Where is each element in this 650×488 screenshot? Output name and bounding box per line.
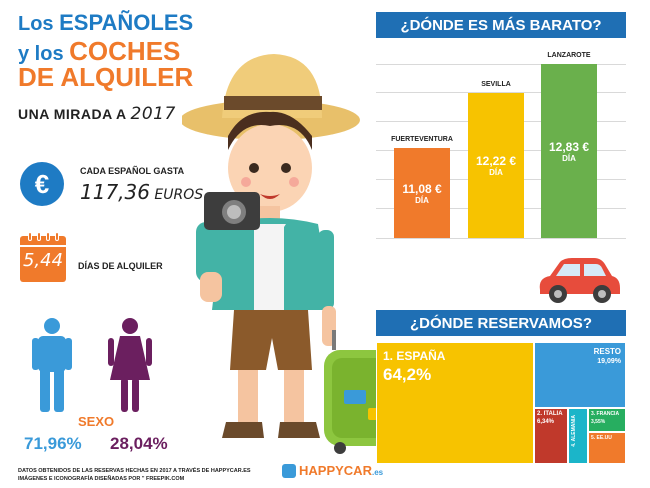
- gridline: [376, 238, 626, 239]
- bar-category-label: SEVILLA: [481, 81, 511, 88]
- cheap-chart-title: ¿DÓNDE ES MÁS BARATO?: [376, 12, 626, 38]
- bar-value-label: 12,22 €: [475, 154, 517, 168]
- treemap-label: 5. EE.UU: [591, 435, 612, 441]
- days-label: DÍAS DE ALQUILER: [78, 261, 163, 271]
- treemap-cell: 5. EE.UU: [588, 432, 626, 464]
- treemap-label: RESTO: [593, 347, 621, 356]
- bar-value-label: 12,83 €: [548, 139, 590, 154]
- bar-value-label: 11,08 €: [402, 181, 442, 196]
- bar-fuerteventura: 11,08 € DÍA: [394, 148, 450, 238]
- happycar-logo: HAPPYCAR.es: [282, 463, 383, 478]
- spend-value: 117,36 EUROS: [80, 180, 204, 204]
- car-icon: [539, 258, 620, 303]
- spend-label: CADA ESPAÑOL GASTA: [80, 166, 185, 176]
- treemap-value: 64,2%: [383, 365, 432, 384]
- bar-unit-label: DÍA: [562, 153, 576, 163]
- male-percent: 71,96%: [24, 434, 82, 453]
- days-value: 5,44: [22, 250, 64, 271]
- footer-credits: IMÁGENES E ICONOGRAFÍA DISEÑADAS POR " F…: [18, 476, 185, 482]
- treemap-value: 3,55%: [591, 419, 606, 425]
- title-line-1: Los ESPAÑOLES: [18, 10, 194, 35]
- gridline: [376, 64, 626, 65]
- bar-category-label: LANZAROTE: [547, 52, 591, 59]
- treemap-label: 4. ALEMANIA: [571, 415, 577, 447]
- treemap-label: 1. ESPAÑA: [383, 349, 446, 363]
- book-chart-title: ¿DÓNDE RESERVAMOS?: [376, 310, 626, 336]
- title-line-3: DE ALQUILER: [18, 62, 194, 92]
- treemap-label: 3. FRANCIA: [591, 411, 620, 417]
- female-percent: 28,04%: [110, 434, 168, 453]
- female-icon: [108, 318, 152, 412]
- treemap-cell: 4. ALEMANIA: [568, 408, 588, 464]
- treemap-cell: 2. ITALIA 6,34%: [534, 408, 568, 464]
- treemap-cell: RESTO 19,09%: [534, 342, 626, 408]
- subtitle: UNA MIRADA A 2017: [18, 104, 176, 124]
- treemap-label: 2. ITALIA: [537, 411, 563, 417]
- bar-sevilla: 12,22 € DÍA: [468, 93, 524, 238]
- treemap-cell: 3. FRANCIA 3,55%: [588, 408, 626, 432]
- bar-lanzarote: 12,83 € DÍA: [541, 64, 597, 238]
- gridline: [376, 92, 626, 93]
- treemap-value: 6,34%: [537, 419, 555, 425]
- male-icon: [32, 318, 72, 412]
- bar-unit-label: DÍA: [489, 168, 503, 177]
- bar-unit-label: DÍA: [415, 195, 429, 205]
- treemap-cell: 1. ESPAÑA 64,2%: [376, 342, 534, 464]
- bar-category-label: FUERTEVENTURA: [391, 136, 453, 143]
- treemap-value: 19,09%: [597, 358, 621, 365]
- title-line-2: y los COCHES: [18, 36, 181, 66]
- euro-icon: €: [20, 162, 64, 206]
- car-logo-icon: [282, 463, 296, 478]
- calendar-icon: 5,44: [20, 232, 66, 282]
- gender-label: SEXO: [78, 414, 115, 429]
- footer-source: DATOS OBTENIDOS DE LAS RESERVAS HECHAS E…: [18, 468, 251, 474]
